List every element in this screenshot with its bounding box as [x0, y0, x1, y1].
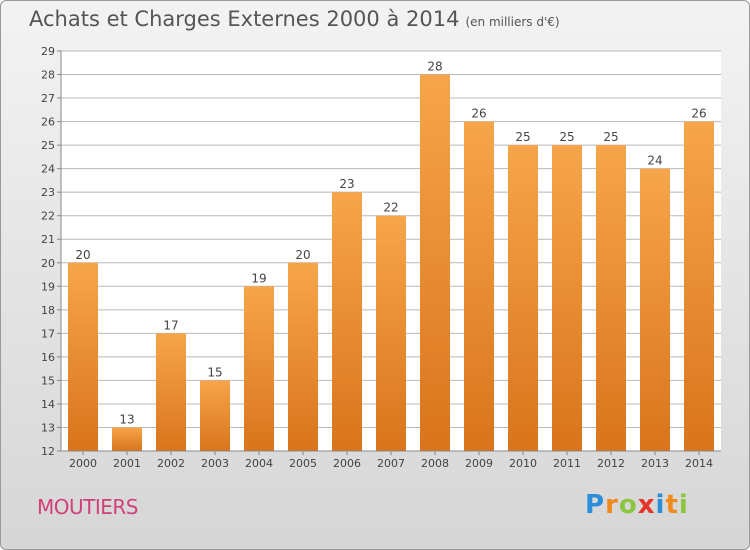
x-tick-label: 2005 — [289, 457, 317, 470]
y-tick-label: 19 — [41, 280, 55, 293]
y-tick-label: 27 — [41, 92, 55, 105]
data-label: 17 — [163, 318, 178, 332]
data-label: 20 — [75, 248, 90, 262]
x-tick-label: 2014 — [685, 457, 713, 470]
logo-letter: x — [637, 490, 656, 520]
x-tick-label: 2003 — [201, 457, 229, 470]
bar-2008 — [420, 74, 450, 451]
y-tick-label: 21 — [41, 233, 55, 246]
y-tick-label: 29 — [41, 45, 55, 58]
logo-letter: r — [605, 490, 619, 520]
x-tick-label: 2002 — [157, 457, 185, 470]
y-tick-label: 15 — [41, 374, 55, 387]
x-tick-label: 2013 — [641, 457, 669, 470]
x-tick-label: 2009 — [465, 457, 493, 470]
data-labels: 20 13 17 15 19 20 23 22 28 26 25 25 25 24 26 — [75, 60, 706, 427]
chart-title: Achats et Charges Externes 2000 à 2014 (e… — [29, 7, 560, 31]
logo-letter: i — [678, 490, 689, 520]
data-label: 20 — [295, 248, 310, 262]
data-label: 25 — [603, 130, 618, 144]
bars — [68, 74, 714, 452]
x-tick-label: 2006 — [333, 457, 361, 470]
title-text: Achats et Charges Externes 2000 à 2014 — [29, 7, 460, 31]
data-label: 22 — [383, 201, 398, 215]
x-tick-label: 2010 — [509, 457, 537, 470]
y-tick-label: 26 — [41, 116, 55, 129]
data-label: 13 — [119, 412, 134, 426]
x-axis-ticks: 2000 2001 2002 2003 2004 2005 2006 2007 2008 2009… — [69, 451, 713, 470]
x-tick-label: 2000 — [69, 457, 97, 470]
bar-2014 — [684, 121, 714, 452]
y-tick-label: 28 — [41, 69, 55, 82]
logo-letter: o — [618, 490, 638, 520]
data-label: 26 — [471, 107, 486, 121]
data-label: 25 — [559, 130, 574, 144]
data-label: 25 — [515, 130, 530, 144]
y-tick-label: 18 — [41, 304, 55, 317]
bar-2011 — [552, 145, 582, 451]
y-tick-label: 22 — [41, 210, 55, 223]
bar-2001 — [112, 427, 142, 451]
logo-letter: P — [585, 490, 606, 520]
place-name: MOUTIERS — [37, 495, 138, 519]
bar-2004 — [244, 286, 274, 451]
data-label: 24 — [647, 154, 662, 168]
y-tick-label: 23 — [41, 186, 55, 199]
y-tick-label: 12 — [41, 445, 55, 458]
bar-2005 — [288, 262, 318, 451]
x-tick-label: 2007 — [377, 457, 405, 470]
bar-2002 — [156, 333, 186, 451]
y-tick-label: 17 — [41, 327, 55, 340]
data-label: 15 — [207, 365, 222, 379]
data-label: 19 — [251, 271, 266, 285]
x-tick-label: 2008 — [421, 457, 449, 470]
proxiti-logo: Proxiti — [585, 490, 689, 520]
bar-2006 — [332, 192, 362, 452]
bar-2007 — [376, 215, 406, 451]
x-tick-label: 2001 — [113, 457, 141, 470]
y-tick-label: 16 — [41, 351, 55, 364]
logo-letter: i — [655, 490, 666, 520]
data-label: 28 — [427, 60, 442, 74]
data-label: 26 — [691, 107, 706, 121]
y-tick-label: 13 — [41, 421, 55, 434]
bar-2010 — [508, 145, 538, 451]
y-tick-label: 24 — [41, 163, 55, 176]
logo-letter: t — [665, 490, 679, 520]
data-label: 23 — [339, 177, 354, 191]
x-tick-label: 2012 — [597, 457, 625, 470]
bar-2003 — [200, 380, 230, 451]
x-tick-label: 2004 — [245, 457, 273, 470]
bar-2009 — [464, 121, 494, 452]
x-tick-label: 2011 — [553, 457, 581, 470]
y-tick-label: 14 — [41, 398, 55, 411]
y-axis-ticks: 12 13 14 15 16 17 18 19 20 21 22 23 24 25 26 27 28 29 — [41, 45, 61, 458]
y-tick-label: 20 — [41, 257, 55, 270]
y-tick-label: 25 — [41, 139, 55, 152]
bar-2013 — [640, 168, 670, 451]
bar-2000 — [68, 262, 98, 451]
bar-2012 — [596, 145, 626, 451]
chart-subtitle: (en milliers d'€) — [465, 15, 560, 29]
